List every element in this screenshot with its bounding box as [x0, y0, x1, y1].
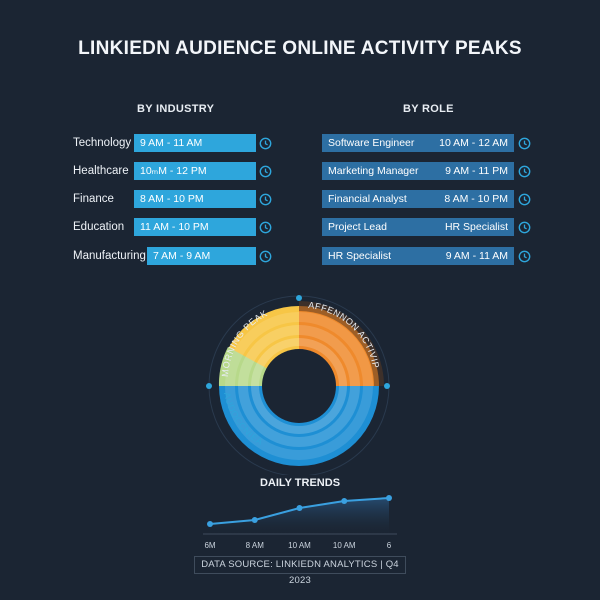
- shade-ring: [225, 312, 373, 460]
- industry-time-bar: 8 AM - 10 PM: [134, 190, 256, 208]
- clock-icon: [518, 193, 531, 206]
- activity-wheel: MORNING PEAK AFFENNON ACTIVIP AUDOCCNIEA…: [190, 285, 390, 475]
- trend-point: [341, 498, 348, 504]
- role-time: 9 AM - 11 PM: [445, 165, 508, 177]
- industry-time-bar: 11 AM - 10 PM: [134, 218, 256, 236]
- role-heading: BY ROLE: [403, 103, 454, 115]
- clock-icon: [259, 250, 272, 263]
- role-time: 10 AM - 12 AM: [439, 137, 508, 149]
- role-time: HR Specialist: [444, 221, 508, 233]
- role-time: 8 AM - 10 PM: [444, 193, 508, 205]
- trend-point: [207, 521, 213, 527]
- shade-ring: [251, 338, 347, 434]
- trend-point: [386, 495, 392, 501]
- trend-point: [251, 517, 258, 523]
- afternoon-outer-band: [298, 301, 384, 387]
- role-bar: Project Lead HR Specialist: [322, 218, 514, 236]
- evening-segment: [219, 386, 379, 466]
- marker-dot: [206, 383, 212, 389]
- industry-heading: BY INDUSTRY: [137, 103, 215, 115]
- industry-label: Education: [73, 221, 125, 233]
- page-title: LINKIEDN AUDIENCE ONLINE ACTIVITY PEAKS: [78, 38, 522, 59]
- industry-label: Finance: [73, 193, 114, 205]
- clock-icon: [259, 193, 272, 206]
- chart-title: DAILY TRENDS: [259, 477, 341, 489]
- role-bar: HR Specialist 9 AM - 11 AM: [322, 247, 514, 265]
- role-time: 9 AM - 11 AM: [445, 250, 508, 262]
- clock-icon: [518, 221, 531, 234]
- industry-time-bar: 10ₘM - 12 PM: [134, 162, 256, 180]
- shade-ring: [238, 325, 360, 447]
- x-tick-label: 8 AM: [246, 541, 265, 550]
- industry-label: Technology: [73, 137, 132, 149]
- wheel-center: [262, 349, 336, 423]
- role-label: Financial Analyst: [328, 193, 407, 205]
- marker-dot: [384, 383, 390, 389]
- role-label: Software Engineer: [328, 137, 415, 149]
- industry-time-bar: 7 AM - 9 AM: [147, 247, 256, 265]
- clock-icon: [259, 137, 272, 150]
- clock-icon: [518, 137, 531, 150]
- clock-icon: [259, 221, 272, 234]
- role-bar: Marketing Manager 9 AM - 11 PM: [322, 162, 514, 180]
- industry-time-bar: 9 AM - 11 AM: [134, 134, 256, 152]
- x-tick-label: 6M: [204, 541, 215, 550]
- trend-area: [210, 498, 389, 534]
- data-source: DATA SOURCE: LINKIEDN ANALYTICS | Q4 202…: [194, 556, 406, 586]
- x-tick-label: 6: [387, 541, 392, 550]
- clock-icon: [518, 250, 531, 263]
- role-label: Project Lead: [328, 221, 387, 233]
- trend-chart: 6M 8 AM 10 AM 10 AM 6: [203, 495, 397, 550]
- clock-icon: [259, 165, 272, 178]
- marker-dot: [296, 295, 302, 301]
- industry-label: Manufacturing: [73, 250, 146, 262]
- role-bar: Software Engineer 10 AM - 12 AM: [322, 134, 514, 152]
- x-tick-label: 10 AM: [288, 541, 311, 550]
- clock-icon: [518, 165, 531, 178]
- industry-label: Healthcare: [73, 165, 129, 177]
- x-tick-label: 10 AM: [333, 541, 356, 550]
- trend-point: [296, 505, 303, 511]
- role-bar: Financial Analyst 8 AM - 10 PM: [322, 190, 514, 208]
- role-label: Marketing Manager: [328, 165, 419, 177]
- role-label: HR Specialist: [328, 250, 392, 262]
